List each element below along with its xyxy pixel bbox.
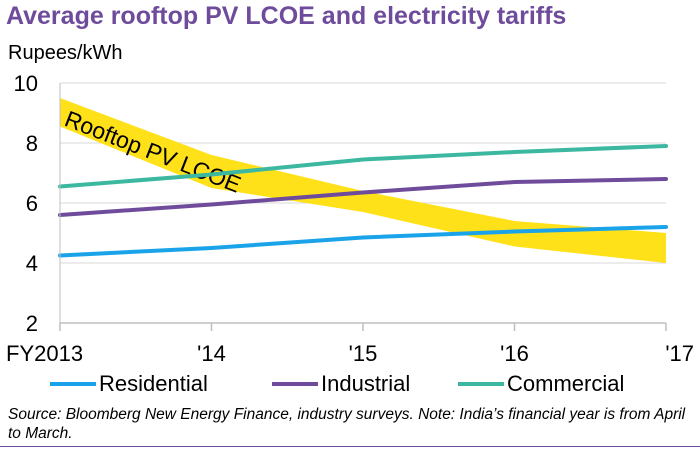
y-tick-label: 10 [14,71,38,96]
y-tick-label: 4 [26,251,38,276]
legend-swatch-residential [50,382,96,386]
legend: Residential Industrial Commercial [0,371,700,399]
lcoe-band [60,98,666,263]
chart-title: Average rooftop PV LCOE and electricity … [6,2,567,30]
bottom-divider [0,446,700,447]
series-layer [58,144,668,258]
legend-swatch-industrial [272,382,318,386]
y-tick-label: 2 [26,311,38,336]
series-line-residential [58,225,668,258]
legend-swatch-commercial [458,382,504,386]
x-tick-label: '15 [349,341,378,366]
legend-label-industrial: Industrial [321,371,411,396]
legend-item-commercial: Commercial [458,371,624,397]
x-tick-label: FY2013 [6,341,83,366]
y-tick-label: 6 [26,191,38,216]
y-axis-unit-label: Rupees/kWh [8,42,123,64]
legend-item-industrial: Industrial [272,371,410,397]
source-note: Source: Bloomberg New Energy Finance, in… [8,406,686,442]
legend-label-commercial: Commercial [507,371,625,396]
tick-labels: 2 4 6 8 10 FY2013 '14 '15 '16 '17 [6,71,694,366]
x-tick-label: '14 [197,341,226,366]
legend-item-residential: Residential [50,371,208,397]
x-tick-label: '16 [500,341,529,366]
y-tick-label: 8 [26,131,38,156]
series-line-commercial [58,144,668,189]
x-tick-label: '17 [665,341,694,366]
axes [59,83,667,331]
legend-label-residential: Residential [99,371,208,396]
series-line-industrial [58,177,668,217]
